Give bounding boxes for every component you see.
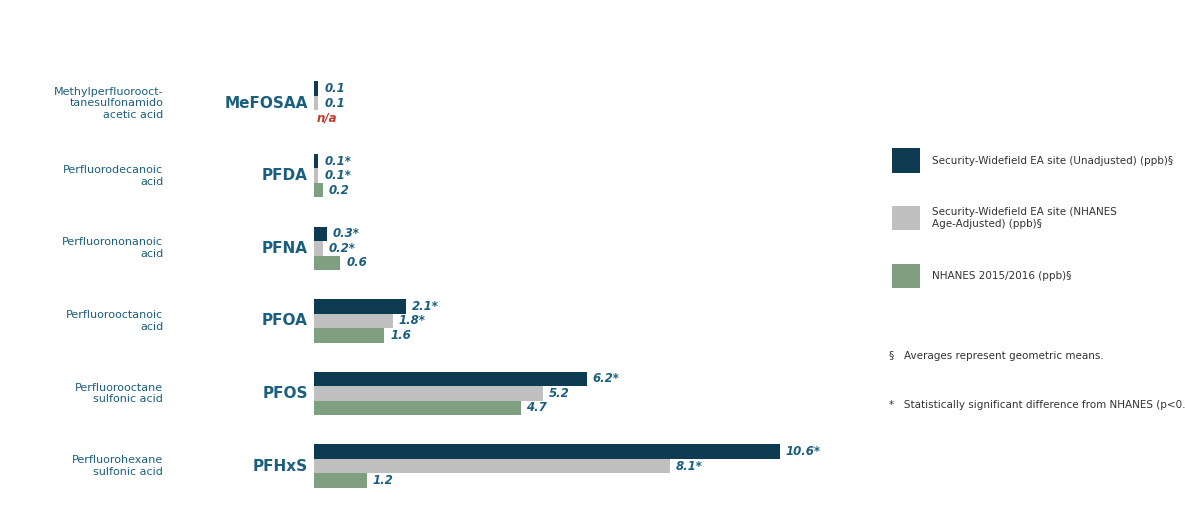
Bar: [314, 169, 319, 183]
Text: n/a: n/a: [316, 111, 337, 124]
Text: 8.1*: 8.1*: [675, 460, 703, 473]
Text: 1.8*: 1.8*: [399, 315, 425, 327]
Text: Perfluorodecanoic
acid: Perfluorodecanoic acid: [63, 165, 164, 187]
Text: PFNA: PFNA: [262, 241, 308, 256]
Text: 10.6*: 10.6*: [786, 445, 821, 458]
Text: Security-Widefield EA site (Unadjusted) (ppb)§: Security-Widefield EA site (Unadjusted) …: [933, 155, 1173, 165]
Text: 0.3*: 0.3*: [333, 227, 360, 240]
Text: 1.6: 1.6: [390, 329, 411, 342]
Bar: [314, 314, 393, 328]
FancyBboxPatch shape: [892, 264, 920, 288]
Text: 2.1*: 2.1*: [412, 300, 438, 313]
Text: *   Statistically significant difference from NHANES (p<0.05).: * Statistically significant difference f…: [889, 399, 1185, 409]
Bar: [314, 328, 384, 343]
Text: 0.1: 0.1: [325, 82, 345, 95]
Text: Methylperfluorooct-
tanesulfonamido
acetic acid: Methylperfluorooct- tanesulfonamido acet…: [53, 86, 164, 120]
Bar: [314, 227, 327, 241]
Bar: [314, 458, 671, 473]
Bar: [314, 154, 319, 169]
Text: Perfluorooctanoic
acid: Perfluorooctanoic acid: [66, 310, 164, 331]
Text: MeFOSAA: MeFOSAA: [224, 96, 308, 111]
Text: 6.2*: 6.2*: [592, 373, 620, 385]
Text: 0.1*: 0.1*: [325, 169, 351, 182]
Text: 4.7: 4.7: [526, 402, 547, 414]
Bar: [314, 372, 587, 386]
Bar: [314, 299, 406, 314]
Bar: [314, 96, 319, 111]
Text: PFHxS: PFHxS: [252, 458, 308, 473]
Text: PFOS: PFOS: [262, 386, 308, 401]
Text: 5.2: 5.2: [549, 387, 569, 400]
Bar: [314, 81, 319, 96]
Text: PFDA: PFDA: [262, 168, 308, 183]
Text: Security-Widefield EA site (NHANES Age-Adjusted) (ppb)§: Security-Widefield EA site (NHANES Age-A…: [933, 208, 1117, 229]
FancyBboxPatch shape: [892, 206, 920, 230]
Text: Perfluorooctane
sulfonic acid: Perfluorooctane sulfonic acid: [75, 383, 164, 404]
Text: NHANES 2015/2016 (ppb)§: NHANES 2015/2016 (ppb)§: [933, 271, 1071, 281]
Text: 1.2: 1.2: [372, 474, 393, 487]
Text: 0.1*: 0.1*: [325, 155, 351, 168]
Text: 0.2*: 0.2*: [328, 242, 355, 255]
Bar: [314, 256, 340, 270]
Bar: [314, 473, 367, 488]
Text: 0.2: 0.2: [328, 184, 350, 197]
Bar: [314, 241, 322, 256]
Text: 0.1: 0.1: [325, 96, 345, 110]
Text: Perfluorononanoic
acid: Perfluorononanoic acid: [63, 238, 164, 259]
Text: Perfluorohexane
sulfonic acid: Perfluorohexane sulfonic acid: [72, 455, 164, 477]
Text: PFOA: PFOA: [262, 314, 308, 328]
Bar: [314, 386, 543, 401]
Text: Security-Widefield EA site average PFAS blood levels compared to national averag: Security-Widefield EA site average PFAS …: [12, 23, 987, 42]
Text: 0.6: 0.6: [346, 256, 367, 269]
Bar: [314, 444, 780, 458]
Bar: [314, 401, 520, 415]
Bar: [314, 183, 322, 198]
Text: §   Averages represent geometric means.: § Averages represent geometric means.: [889, 351, 1104, 361]
FancyBboxPatch shape: [892, 149, 920, 173]
